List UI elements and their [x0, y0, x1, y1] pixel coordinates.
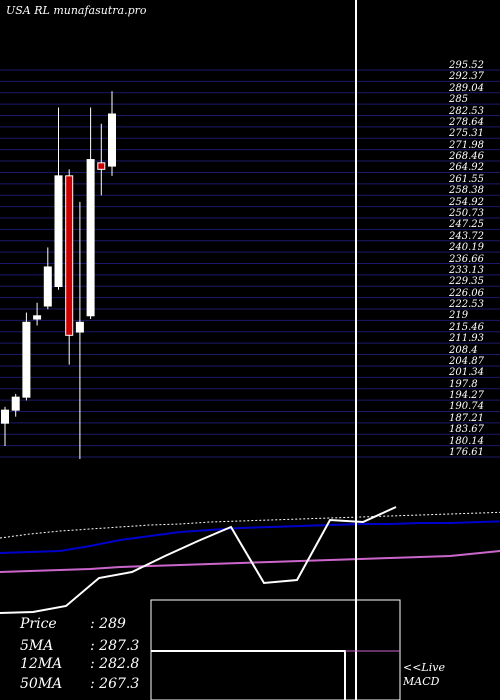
y-tick-label: 201.34: [449, 367, 484, 379]
indicator-line-long: [0, 520, 500, 554]
y-tick-label: 261.55: [449, 173, 484, 185]
indicator-line-dotted: [0, 511, 500, 539]
candle-body: [75, 321, 84, 333]
macd-label: MACD: [403, 675, 440, 688]
y-tick-label: 180.14: [449, 435, 484, 447]
overlay-layer: [150, 0, 401, 700]
stat-sep: :: [90, 638, 100, 654]
stat-sep: :: [90, 616, 100, 632]
stat-sep: :: [90, 676, 100, 692]
candle: [33, 302, 42, 326]
stat-5ma: 5MA: 287.3: [20, 638, 139, 654]
candle-layer: [1, 91, 116, 459]
candle-body: [33, 315, 42, 320]
y-tick-label: 289.04: [449, 82, 484, 94]
candle: [65, 169, 74, 365]
candle: [43, 247, 52, 310]
stat-sep: :: [90, 656, 100, 672]
stat-value: 282.8: [99, 656, 140, 672]
y-tick-label: 285: [449, 94, 469, 106]
chart-title: USA RL munafasutra.pro: [6, 4, 147, 17]
stat-value: 267.3: [99, 676, 140, 692]
y-tick-label: 247.25: [449, 219, 484, 231]
y-tick-label: 295.52: [449, 60, 484, 71]
y-tick-label: 292.37: [449, 71, 484, 83]
stat-12ma: 12MA: 282.8: [20, 656, 139, 672]
macd-live-label: <<Live: [403, 661, 445, 674]
candle-body: [86, 159, 95, 317]
candle: [1, 406, 9, 446]
candle: [75, 201, 84, 459]
y-tick-label: 278.64: [449, 116, 484, 128]
stat-price: Price: 289: [20, 616, 126, 632]
candle: [54, 107, 63, 290]
candle: [97, 123, 106, 196]
y-tick-label: 204.87: [449, 355, 484, 367]
y-tick-label: 258.38: [449, 185, 484, 197]
stat-value: 289: [99, 616, 126, 632]
y-tick-label: 187.21: [449, 412, 484, 424]
candle-body: [22, 321, 31, 398]
candle-body: [1, 409, 9, 424]
candle-body: [11, 396, 20, 411]
candle: [11, 393, 20, 417]
candle: [86, 107, 95, 320]
y-tick-label: 282.53: [449, 105, 484, 117]
candle-body: [65, 175, 74, 336]
y-tick-label: 211.93: [449, 333, 484, 345]
grid-layer: [0, 69, 500, 458]
y-tick-label: 183.67: [449, 424, 484, 436]
y-tick-label: 226.06: [449, 287, 484, 299]
y-tick-label: 190.74: [449, 401, 484, 413]
y-tick-label: 233.13: [449, 264, 484, 276]
indicator-layer: [0, 506, 500, 614]
indicator-line-mid: [0, 549, 500, 573]
stat-50ma: 50MA: 267.3: [20, 676, 139, 692]
y-tick-label: 222.53: [449, 299, 484, 311]
indicator-line-short: [0, 506, 397, 614]
macd-line: [151, 650, 346, 700]
y-tick-label: 271.98: [449, 139, 484, 151]
y-tick-label: 240.19: [449, 242, 484, 254]
stat-label: 12MA: [20, 656, 63, 672]
candle-body: [97, 162, 106, 170]
stat-label: 5MA: [20, 638, 54, 654]
stat-label: 50MA: [20, 676, 63, 692]
y-tick-label: 219: [449, 310, 469, 322]
stat-label: Price: [20, 616, 57, 632]
y-tick-label: 194.27: [449, 390, 484, 402]
y-tick-label: 268.46: [449, 151, 484, 163]
stat-value: 287.3: [99, 638, 140, 654]
candle-body: [54, 175, 63, 287]
y-tick-label: 264.92: [449, 162, 484, 174]
y-tick-label: 243.72: [449, 230, 484, 242]
y-tick-label: 208.4: [449, 344, 478, 356]
y-tick-label: 275.31: [449, 128, 484, 140]
y-tick-label: 250.73: [449, 207, 484, 219]
y-tick-label: 197.8: [449, 378, 478, 390]
y-tick-label: 229.35: [449, 276, 484, 288]
y-tick-label: 215.46: [449, 321, 484, 333]
y-tick-label: 254.92: [449, 196, 484, 208]
y-tick-label: 236.66: [449, 253, 484, 265]
y-tick-label: 176.61: [449, 447, 484, 458]
candle-body: [43, 266, 52, 307]
candle: [108, 91, 116, 176]
candle: [22, 312, 31, 401]
candle-body: [108, 113, 116, 167]
